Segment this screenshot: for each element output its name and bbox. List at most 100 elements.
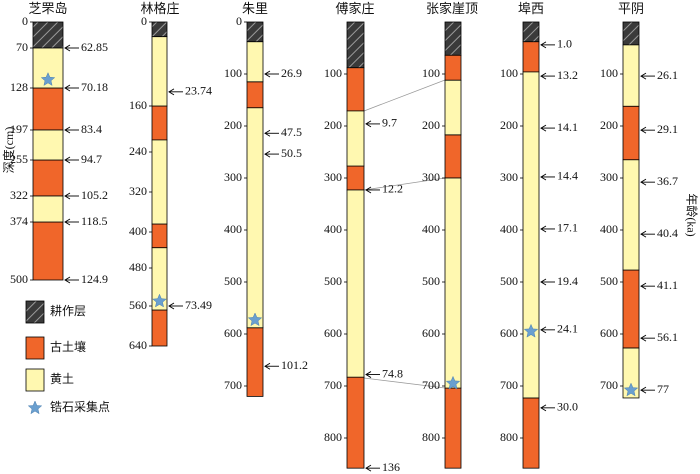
- legend-label: 古土壤: [50, 339, 86, 354]
- arrow-head: [640, 126, 647, 134]
- loess-layer: [151, 139, 168, 225]
- paleosol-layer: [32, 221, 64, 281]
- depth-tick-label: 100: [422, 66, 440, 80]
- arrow-head: [640, 282, 647, 290]
- loess-layer: [32, 129, 64, 161]
- depth-tick-label: 300: [422, 170, 440, 184]
- depth-tick-label: 640: [129, 338, 147, 352]
- depth-tick-label: 500: [500, 274, 518, 288]
- arrow-head: [640, 178, 647, 186]
- loess-layer: [444, 79, 462, 136]
- depth-tick-label: 200: [500, 118, 518, 132]
- arrow-head: [540, 278, 547, 286]
- legend-label: 耕作层: [50, 303, 86, 318]
- depth-tick-label: 100: [224, 66, 242, 80]
- y-axis-label: 深度(cm): [1, 127, 16, 174]
- depth-tick-label: 200: [422, 118, 440, 132]
- loess-layer: [151, 36, 168, 107]
- depth-tick-label: 300: [224, 170, 242, 184]
- paleosol-layer: [346, 376, 365, 469]
- depth-tick-label: 70: [16, 40, 28, 54]
- depth-tick-label: 400: [129, 224, 147, 238]
- depth-tick-label: 300: [500, 170, 518, 184]
- loess-layer: [346, 110, 365, 167]
- paleosol-layer: [444, 134, 462, 179]
- age-label: 17.1: [557, 221, 578, 235]
- depth-tick-label: 200: [224, 118, 242, 132]
- legend-label: 锆石采集点: [50, 399, 110, 414]
- depth-tick-label: 500: [324, 274, 342, 288]
- paleosol-layer: [151, 309, 168, 347]
- age-label: 136: [382, 460, 400, 474]
- depth-tick-label: 600: [224, 326, 242, 340]
- depth-tick-label: 374: [10, 214, 28, 228]
- age-label: 94.7: [81, 152, 102, 166]
- loess-layer: [622, 347, 640, 399]
- paleosol-layer: [151, 223, 168, 249]
- depth-tick-label: 800: [500, 430, 518, 444]
- age-label: 77: [657, 382, 669, 396]
- loess-layer: [246, 107, 264, 329]
- age-label: 30.0: [557, 400, 578, 414]
- depth-tick-label: 300: [324, 170, 342, 184]
- arrow-head: [540, 41, 547, 49]
- age-label: 12.2: [382, 182, 403, 196]
- tillage-layer: [522, 21, 540, 43]
- tillage-layer: [151, 21, 168, 38]
- zircon-star: [40, 72, 56, 86]
- column-title: 张家崖顶: [426, 1, 478, 16]
- arrow-head: [264, 362, 271, 370]
- age-label: 13.2: [557, 68, 578, 82]
- age-label: 29.1: [657, 122, 678, 136]
- age-label: 1.0: [557, 37, 572, 51]
- age-label: 50.5: [281, 146, 302, 160]
- depth-tick-label: 300: [600, 170, 618, 184]
- depth-tick-label: 700: [500, 378, 518, 392]
- loess-layer: [151, 247, 168, 311]
- connector-line: [363, 79, 446, 112]
- legend-star: [27, 400, 43, 415]
- depth-tick-label: 400: [600, 222, 618, 236]
- zircon-star: [623, 382, 639, 397]
- age-label: 62.85: [81, 40, 108, 54]
- column-title: 芝罘岛: [28, 1, 67, 16]
- depth-tick-label: 160: [129, 98, 147, 112]
- tillage-layer: [622, 21, 640, 46]
- connectors: [363, 79, 446, 389]
- zircon-star: [152, 293, 167, 308]
- paleosol-layer: [522, 41, 540, 73]
- age-label: 9.7: [382, 116, 397, 130]
- depth-tick-label: 0: [141, 14, 147, 28]
- arrow-head: [365, 186, 372, 194]
- tillage-layer: [246, 21, 264, 43]
- arrow-head: [365, 464, 372, 472]
- paleosol-layer: [32, 87, 64, 131]
- arrow-head: [64, 156, 71, 164]
- depth-tick-label: 500: [224, 274, 242, 288]
- age-label: 73.49: [185, 298, 212, 312]
- depth-tick-label: 500: [600, 274, 618, 288]
- column-title: 埠西: [518, 1, 544, 16]
- age-label: 24.1: [557, 322, 578, 336]
- column-title: 傅家庄: [335, 1, 374, 16]
- arrow-head: [640, 230, 647, 238]
- depth-tick-label: 560: [129, 298, 147, 312]
- age-label: 74.8: [382, 366, 403, 380]
- depth-tick-label: 700: [324, 378, 342, 392]
- arrow-head: [168, 88, 175, 96]
- age-label: 23.74: [185, 84, 212, 98]
- age-label: 26.1: [657, 68, 678, 82]
- arrow-head: [540, 124, 547, 132]
- arrow-head: [540, 404, 547, 412]
- tillage-layer: [32, 21, 64, 49]
- paleosol-layer: [246, 81, 264, 109]
- paleosol-layer: [622, 269, 640, 349]
- depth-tick-label: 240: [129, 144, 147, 158]
- depth-tick-label: 600: [600, 326, 618, 340]
- loess-layer: [622, 44, 640, 107]
- age-label: 14.1: [557, 120, 578, 134]
- depth-tick-label: 700: [600, 378, 618, 392]
- zircon-star: [445, 375, 461, 390]
- loess-layer: [346, 189, 365, 378]
